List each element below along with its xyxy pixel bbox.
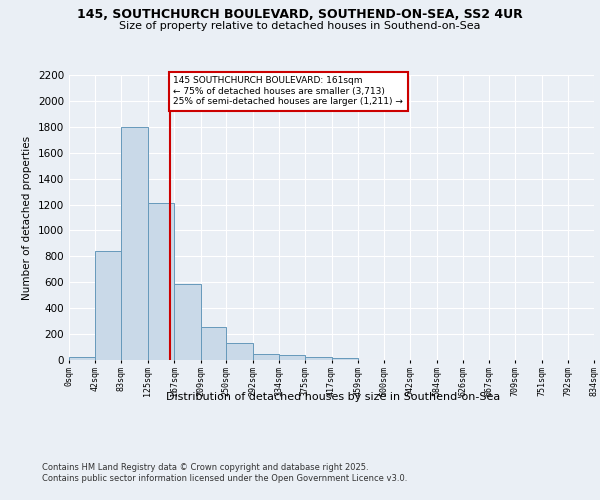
Text: Contains public sector information licensed under the Open Government Licence v3: Contains public sector information licen… [42, 474, 407, 483]
Bar [305, 358, 331, 360]
Text: Distribution of detached houses by size in Southend-on-Sea: Distribution of detached houses by size … [166, 392, 500, 402]
Bar [95, 251, 121, 360]
Text: Contains HM Land Registry data © Crown copyright and database right 2025.: Contains HM Land Registry data © Crown c… [42, 462, 368, 471]
Bar [174, 284, 200, 360]
Bar [331, 358, 358, 360]
Y-axis label: Number of detached properties: Number of detached properties [22, 136, 32, 300]
Text: Size of property relative to detached houses in Southend-on-Sea: Size of property relative to detached ho… [119, 21, 481, 31]
Bar [279, 356, 305, 360]
Bar [69, 358, 95, 360]
Bar [148, 203, 174, 360]
Bar [226, 343, 253, 360]
Bar [200, 327, 226, 360]
Text: 145, SOUTHCHURCH BOULEVARD, SOUTHEND-ON-SEA, SS2 4UR: 145, SOUTHCHURCH BOULEVARD, SOUTHEND-ON-… [77, 8, 523, 20]
Bar [121, 127, 148, 360]
Bar [253, 354, 279, 360]
Text: 145 SOUTHCHURCH BOULEVARD: 161sqm
← 75% of detached houses are smaller (3,713)
2: 145 SOUTHCHURCH BOULEVARD: 161sqm ← 75% … [173, 76, 403, 106]
